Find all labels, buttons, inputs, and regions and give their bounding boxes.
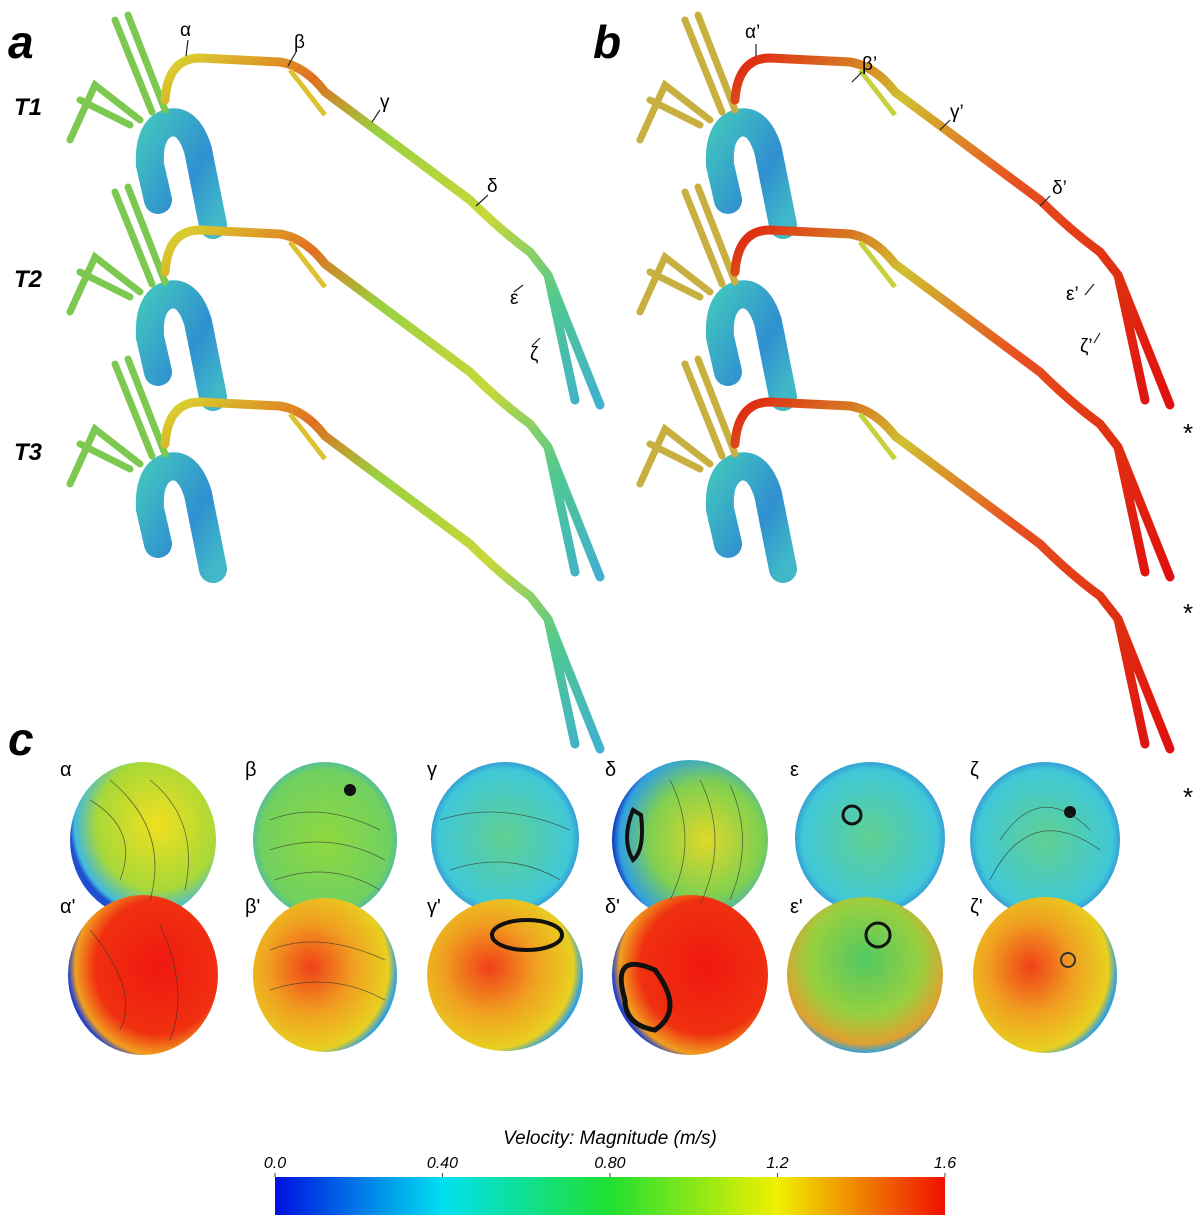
colorbar-title: Velocity: Magnitude (m/s) — [503, 1128, 717, 1149]
section-label: ζ' — [970, 896, 983, 918]
colorbar — [275, 1177, 945, 1215]
section-label: γ' — [427, 896, 441, 918]
colorbar-tick-label: 1.6 — [934, 1155, 956, 1172]
marker-label: α’ — [745, 22, 760, 43]
asterisk: * — [1183, 782, 1193, 812]
colorbar-tick-label: 0.80 — [594, 1155, 625, 1172]
figure: a b c T1 T2 T3 α β γ δ ε ζ α’ β’ γ’ δ’ ε… — [0, 0, 1203, 1218]
time-label: T2 — [14, 266, 43, 293]
marker-label: γ’ — [950, 102, 964, 123]
section-label: ε' — [790, 896, 803, 918]
section-label: β — [245, 759, 257, 781]
panel-a-vessels — [70, 15, 600, 749]
panel-label: a — [8, 16, 34, 68]
marker-label: δ — [487, 176, 498, 197]
marker-label: α — [180, 20, 191, 41]
colorbar-tick-label: 0.0 — [264, 1155, 286, 1172]
section-label: ε — [790, 759, 799, 781]
section-label: β' — [245, 896, 260, 918]
section-label: α' — [60, 896, 75, 918]
marker-label: β — [294, 32, 305, 53]
marker-label: ζ’ — [1080, 336, 1093, 357]
section-label: γ — [427, 759, 437, 781]
panel-label: c — [8, 713, 34, 765]
panel-label: b — [593, 16, 621, 68]
marker-label: γ — [380, 92, 390, 113]
section-label: α — [60, 759, 72, 781]
asterisk: * — [1183, 418, 1193, 448]
marker-label: ζ — [530, 344, 539, 365]
section-label: ζ — [970, 759, 979, 781]
asterisk: * — [1183, 598, 1193, 628]
panel-b-vessels — [640, 15, 1170, 749]
marker-label: ε — [510, 288, 519, 309]
marker-label: δ’ — [1052, 178, 1067, 199]
time-label: T1 — [14, 94, 42, 121]
colorbar-tick-label: 1.2 — [766, 1155, 788, 1172]
marker-label: β’ — [862, 54, 877, 75]
cross-sections — [68, 760, 1120, 1055]
marker-label: ε’ — [1066, 284, 1079, 305]
colorbar-ticks: 0.0 0.40 0.80 1.2 1.6 — [264, 1155, 956, 1177]
time-label: T3 — [14, 439, 43, 466]
colorbar-tick-label: 0.40 — [427, 1155, 458, 1172]
section-label: δ' — [605, 896, 620, 918]
section-label: δ — [605, 759, 616, 781]
